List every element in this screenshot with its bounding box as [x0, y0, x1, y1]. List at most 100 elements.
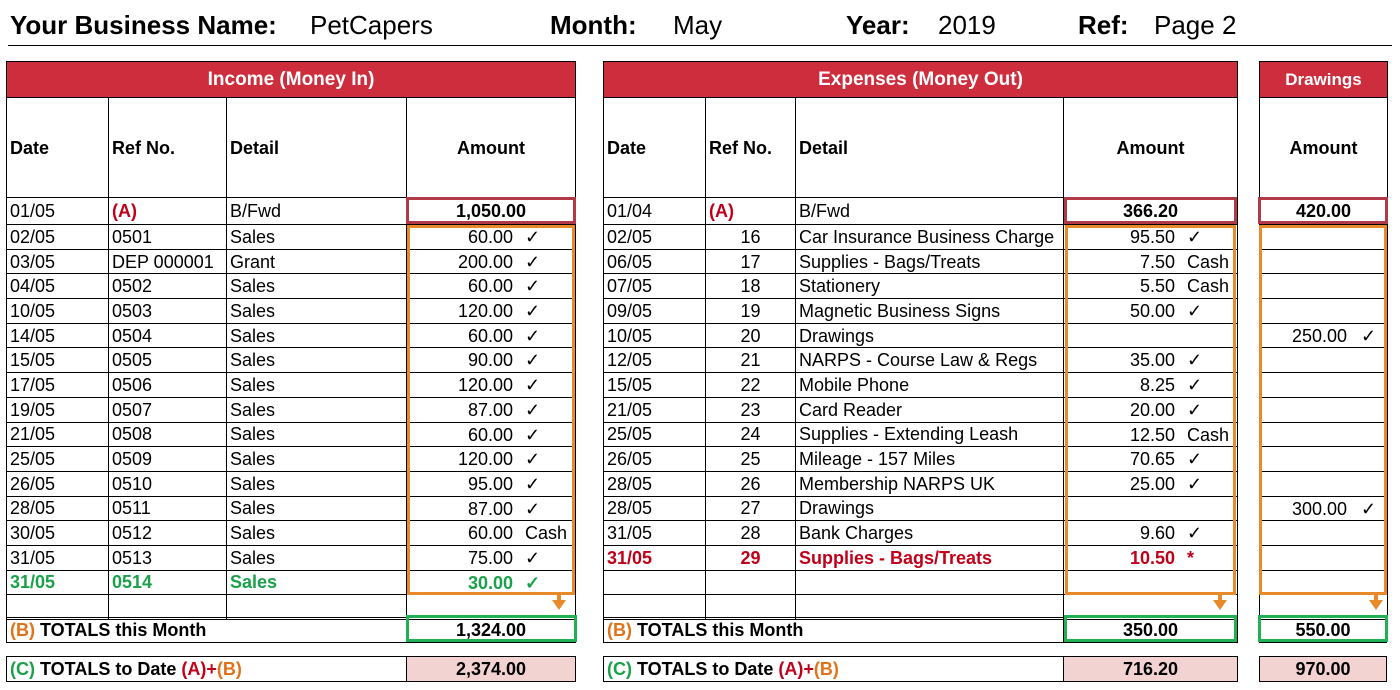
row-date: 03/05: [6, 248, 109, 275]
row-detail: Sales: [226, 446, 407, 472]
row-ref: 0506: [108, 372, 227, 398]
row-detail: Sales: [226, 372, 407, 398]
amount-cell: [1259, 569, 1388, 596]
row-ref: 0512: [108, 520, 227, 546]
drawings-totals-date: 970.00: [1259, 656, 1387, 682]
row-date: 31/05: [603, 520, 706, 546]
table-row: 25/05 0509 Sales 120.00 ✓: [6, 446, 577, 472]
check-mark: *: [1187, 547, 1195, 568]
drawings-table: Drawings Amount 420.00 250.00 ✓ 300.00 ✓: [1259, 61, 1388, 620]
amount-value: 10.50: [1129, 547, 1176, 568]
amount-cell: [1259, 298, 1388, 324]
income-bfwd-date: 01/05: [6, 197, 109, 225]
expenses-arrow-down-icon: [1213, 600, 1227, 610]
row-ref: 0513: [108, 544, 227, 571]
amount-cell: 25.00 ✓: [1062, 470, 1239, 497]
row-ref: DEP 000001: [108, 248, 227, 275]
drawings-arrow-stem: [1374, 595, 1378, 600]
table-row: 12/05 21 NARPS - Course Law & Regs 35.00 ✓: [603, 347, 1239, 374]
table-row: [1259, 520, 1388, 546]
row-date: 31/05: [603, 544, 706, 571]
amount-value: 75.00: [468, 547, 514, 568]
row-date: 26/05: [6, 470, 109, 497]
ref-value: Page 2: [1154, 10, 1237, 40]
amount-value: 87.00: [468, 498, 514, 519]
row-ref: 19: [705, 298, 796, 324]
drawings-total-date-value: 970.00: [1259, 656, 1387, 682]
check-mark: Cash: [525, 523, 568, 544]
amount-cell: 30.00 ✓: [405, 569, 577, 596]
table-row: 25/05 24 Supplies - Extending Leash 12.50 Ca…: [603, 421, 1239, 448]
check-mark: ✓: [525, 547, 541, 568]
row-date: 17/05: [6, 372, 109, 398]
expenses-col-date: Date: [603, 97, 706, 198]
amount-cell: [1259, 421, 1388, 448]
row-ref: 0505: [108, 347, 227, 374]
amount-cell: 87.00 ✓: [405, 495, 577, 522]
table-row: 02/05 0501 Sales 60.00 ✓: [6, 224, 577, 250]
amount-value: 25.00: [1129, 473, 1176, 494]
row-date: 12/05: [603, 347, 706, 374]
amount-cell: 120.00 ✓: [405, 298, 577, 324]
table-row: 26/05 0510 Sales 95.00 ✓: [6, 470, 577, 497]
amount-cell: 60.00 ✓: [405, 224, 577, 250]
amount-value: 35.00: [1129, 350, 1176, 371]
row-ref: 0514: [108, 569, 227, 596]
amount-cell: 120.00 ✓: [405, 372, 577, 398]
income-col-date: Date: [6, 97, 109, 198]
table-row: 09/05 19 Magnetic Business Signs 50.00 ✓: [603, 298, 1239, 324]
row-detail: Sales: [226, 396, 407, 423]
table-row: 04/05 0502 Sales 60.00 ✓: [6, 273, 577, 300]
row-detail: Magnetic Business Signs: [795, 298, 1064, 324]
expenses-arrow-stem: [1218, 595, 1222, 600]
check-mark: ✓: [525, 227, 541, 247]
check-mark: Cash: [1187, 424, 1230, 445]
row-detail: Supplies - Bags/Treats: [795, 544, 1064, 571]
blank-cell: [108, 594, 227, 620]
income-totals-date: (C) TOTALS to Date (A)+(B) 2,374.00: [6, 656, 576, 682]
income-total-month-label: TOTALS this Month: [40, 619, 207, 640]
expenses-total-date-value: 716.20: [1063, 656, 1238, 682]
table-row: 15/05 22 Mobile Phone 8.25 ✓: [603, 372, 1239, 398]
expenses-col-amount: Amount: [1062, 97, 1239, 198]
amount-value: 120.00: [457, 301, 514, 322]
amount-cell: 60.00 Cash: [405, 520, 577, 546]
table-row: [1259, 248, 1388, 275]
amount-value: 20.00: [1129, 399, 1176, 420]
row-ref: 21: [705, 347, 796, 374]
row-ref: 17: [705, 248, 796, 275]
row-ref: 0501: [108, 224, 227, 250]
income-bfwd-row: 01/05 (A) B/Fwd 1,050.00: [6, 197, 577, 225]
amount-value: 95.50: [1129, 227, 1176, 247]
expenses-total-month-prefix: (B): [607, 619, 632, 640]
row-date: [603, 569, 706, 596]
amount-value: 50.00: [1129, 301, 1176, 322]
income-total-date-plus: +: [206, 658, 217, 679]
expenses-total-month-value: 350.00: [1063, 617, 1238, 643]
amount-cell: [1259, 446, 1388, 472]
table-row: [1259, 298, 1388, 324]
income-bfwd-amount: 1,050.00: [405, 197, 577, 225]
income-arrow-down-icon: [552, 600, 566, 610]
income-bfwd-ref: (A): [108, 197, 227, 225]
blank-cell: [795, 594, 1064, 620]
amount-cell: [1259, 224, 1388, 250]
check-mark: ✓: [525, 399, 541, 420]
table-row: 17/05 0506 Sales 120.00 ✓: [6, 372, 577, 398]
amount-cell: 60.00 ✓: [405, 322, 577, 349]
amount-value: 250.00: [1291, 325, 1347, 346]
amount-value: 60.00: [468, 276, 514, 297]
row-detail: Mileage - 157 Miles: [795, 446, 1064, 472]
check-mark: ✓: [525, 572, 541, 593]
amount-value: 70.65: [1129, 449, 1176, 470]
row-detail: Drawings: [795, 322, 1064, 349]
row-ref: 0502: [108, 273, 227, 300]
row-detail: Sales: [226, 495, 407, 522]
row-date: 25/05: [603, 421, 706, 448]
table-row: 15/05 0505 Sales 90.00 ✓: [6, 347, 577, 374]
expenses-bfwd-amount: 366.20: [1062, 197, 1239, 225]
row-date: 21/05: [6, 421, 109, 448]
row-ref: 0503: [108, 298, 227, 324]
amount-cell: 8.25 ✓: [1062, 372, 1239, 398]
check-mark: ✓: [1187, 375, 1203, 396]
